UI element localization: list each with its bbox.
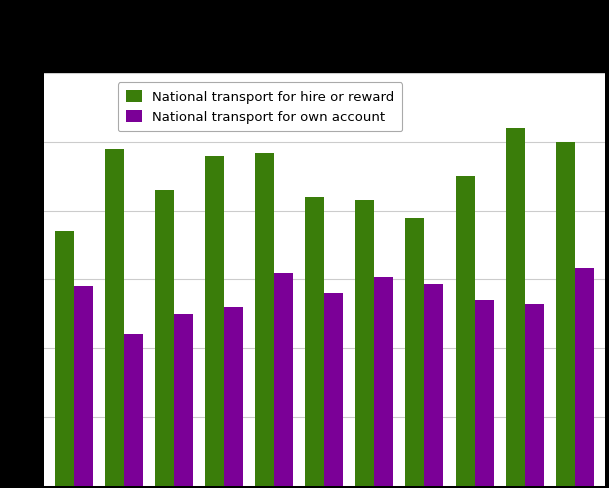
- Bar: [456, 177, 474, 486]
- Bar: [505, 129, 524, 486]
- Bar: [274, 273, 294, 486]
- Bar: [406, 218, 424, 486]
- Bar: [524, 305, 544, 486]
- Bar: [324, 294, 343, 486]
- Bar: [55, 232, 74, 486]
- Bar: [375, 277, 393, 486]
- Bar: [155, 191, 174, 486]
- Bar: [305, 198, 324, 486]
- Bar: [74, 287, 93, 486]
- Bar: [575, 269, 594, 486]
- Legend: National transport for hire or reward, National transport for own account: National transport for hire or reward, N…: [118, 83, 402, 132]
- Bar: [205, 157, 224, 486]
- Bar: [424, 284, 443, 486]
- Bar: [174, 314, 193, 486]
- Bar: [105, 150, 124, 486]
- Bar: [255, 154, 274, 486]
- Bar: [124, 335, 143, 486]
- Bar: [355, 201, 375, 486]
- Bar: [555, 143, 575, 486]
- Bar: [474, 301, 493, 486]
- Bar: [224, 307, 243, 486]
